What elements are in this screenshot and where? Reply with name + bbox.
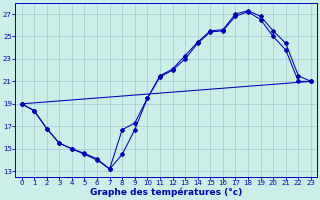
X-axis label: Graphe des températures (°c): Graphe des températures (°c) xyxy=(90,188,242,197)
